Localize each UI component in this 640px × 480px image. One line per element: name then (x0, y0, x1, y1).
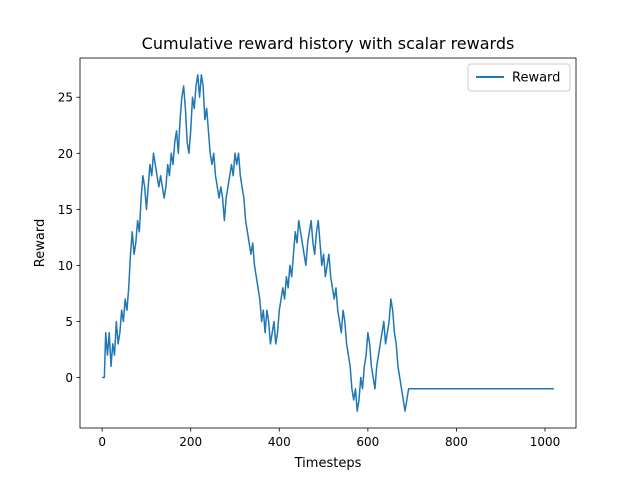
y-tick-label: 25 (58, 91, 73, 105)
x-tick-label: 400 (268, 435, 291, 449)
y-axis-label: Reward (33, 219, 48, 267)
y-axis-ticks: 0 5 10 15 20 25 (58, 91, 80, 385)
x-tick-label: 800 (445, 435, 468, 449)
y-tick-label: 20 (58, 147, 73, 161)
x-tick-label: 600 (356, 435, 379, 449)
legend-label-reward: Reward (512, 71, 560, 86)
series-group (102, 74, 554, 412)
chart-title: Cumulative reward history with scalar re… (142, 34, 515, 53)
series-line-reward (102, 74, 554, 412)
legend: Reward (467, 63, 571, 92)
legend-box (467, 63, 571, 92)
y-tick-label: 15 (58, 203, 73, 217)
x-axis-ticks: 0 200 400 600 800 1000 (98, 428, 560, 449)
plot-area (80, 58, 576, 428)
y-tick-label: 10 (58, 259, 73, 273)
y-tick-label: 0 (65, 371, 73, 385)
y-tick-label: 5 (65, 315, 73, 329)
x-tick-label: 0 (98, 435, 106, 449)
x-tick-label: 200 (179, 435, 202, 449)
plot-frame (79, 57, 577, 429)
x-axis-label: Timesteps (294, 456, 362, 471)
x-tick-label: 1000 (530, 435, 561, 449)
